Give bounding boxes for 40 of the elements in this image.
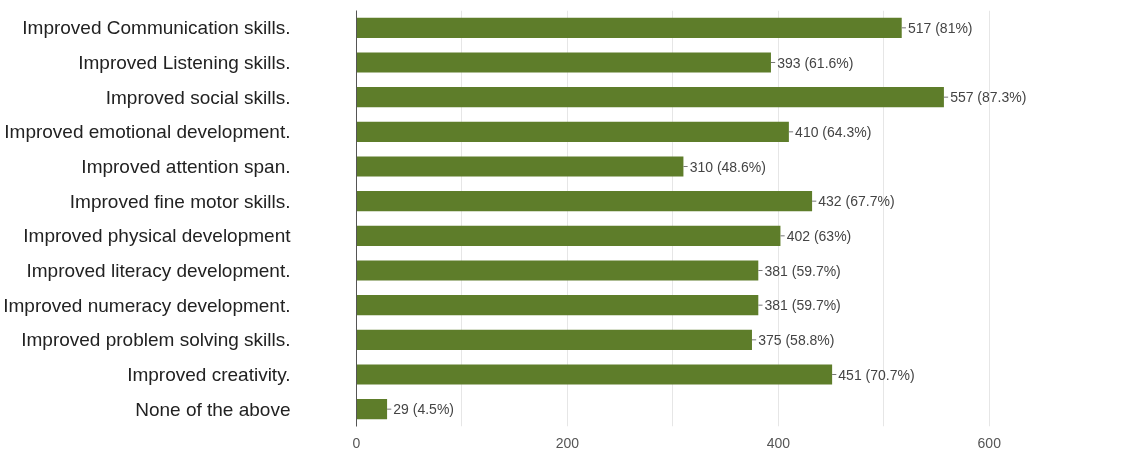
data-label: 381 (59.7%) (764, 297, 841, 314)
data-label: 557 (87.3%) (950, 89, 1027, 106)
data-label: 517 (81%) (907, 19, 973, 36)
bar (356, 87, 944, 108)
y-tick-label: Improved fine motor skills. (69, 190, 291, 212)
data-label: 393 (61.6%) (777, 54, 854, 71)
bar (356, 364, 833, 385)
data-label: 402 (63%) (786, 227, 852, 244)
y-tick-label: None of the above (135, 398, 291, 420)
bar (356, 329, 752, 350)
y-tick-label: Improved numeracy development. (3, 294, 291, 316)
x-tick-label: 200 (555, 434, 580, 451)
x-tick-label: 0 (352, 434, 361, 451)
x-tick-label: 600 (977, 434, 1002, 451)
bar (356, 17, 902, 38)
y-tick-label: Improved Communication skills. (22, 17, 291, 39)
y-tick-label: Improved social skills. (105, 86, 291, 108)
data-label: 375 (58.8%) (758, 331, 835, 348)
y-tick-label: Improved literacy development. (26, 260, 291, 281)
data-label: 451 (70.7%) (838, 366, 915, 383)
data-label: 381 (59.7%) (764, 262, 841, 279)
data-label: 432 (67.7%) (818, 193, 895, 210)
y-tick-label: Improved attention span. (81, 156, 291, 177)
y-tick-label: Improved creativity. (127, 364, 291, 385)
y-tick-label: Improved physical development (23, 225, 292, 247)
bar (356, 260, 759, 281)
bar (356, 225, 781, 246)
data-label: 29 (4.5%) (393, 401, 454, 418)
bar (356, 156, 684, 177)
bar (356, 295, 759, 316)
data-label: 310 (48.6%) (689, 158, 766, 175)
y-tick-label: Improved problem solving skills. (21, 329, 291, 351)
bar (356, 52, 771, 73)
bar (356, 191, 813, 212)
x-tick-label: 400 (766, 434, 791, 451)
data-label: 410 (64.3%) (795, 123, 872, 140)
y-tick-label: Improved emotional development. (4, 121, 291, 143)
y-tick-label: Improved Listening skills. (78, 52, 291, 73)
bar (356, 121, 789, 142)
bar (356, 399, 388, 420)
